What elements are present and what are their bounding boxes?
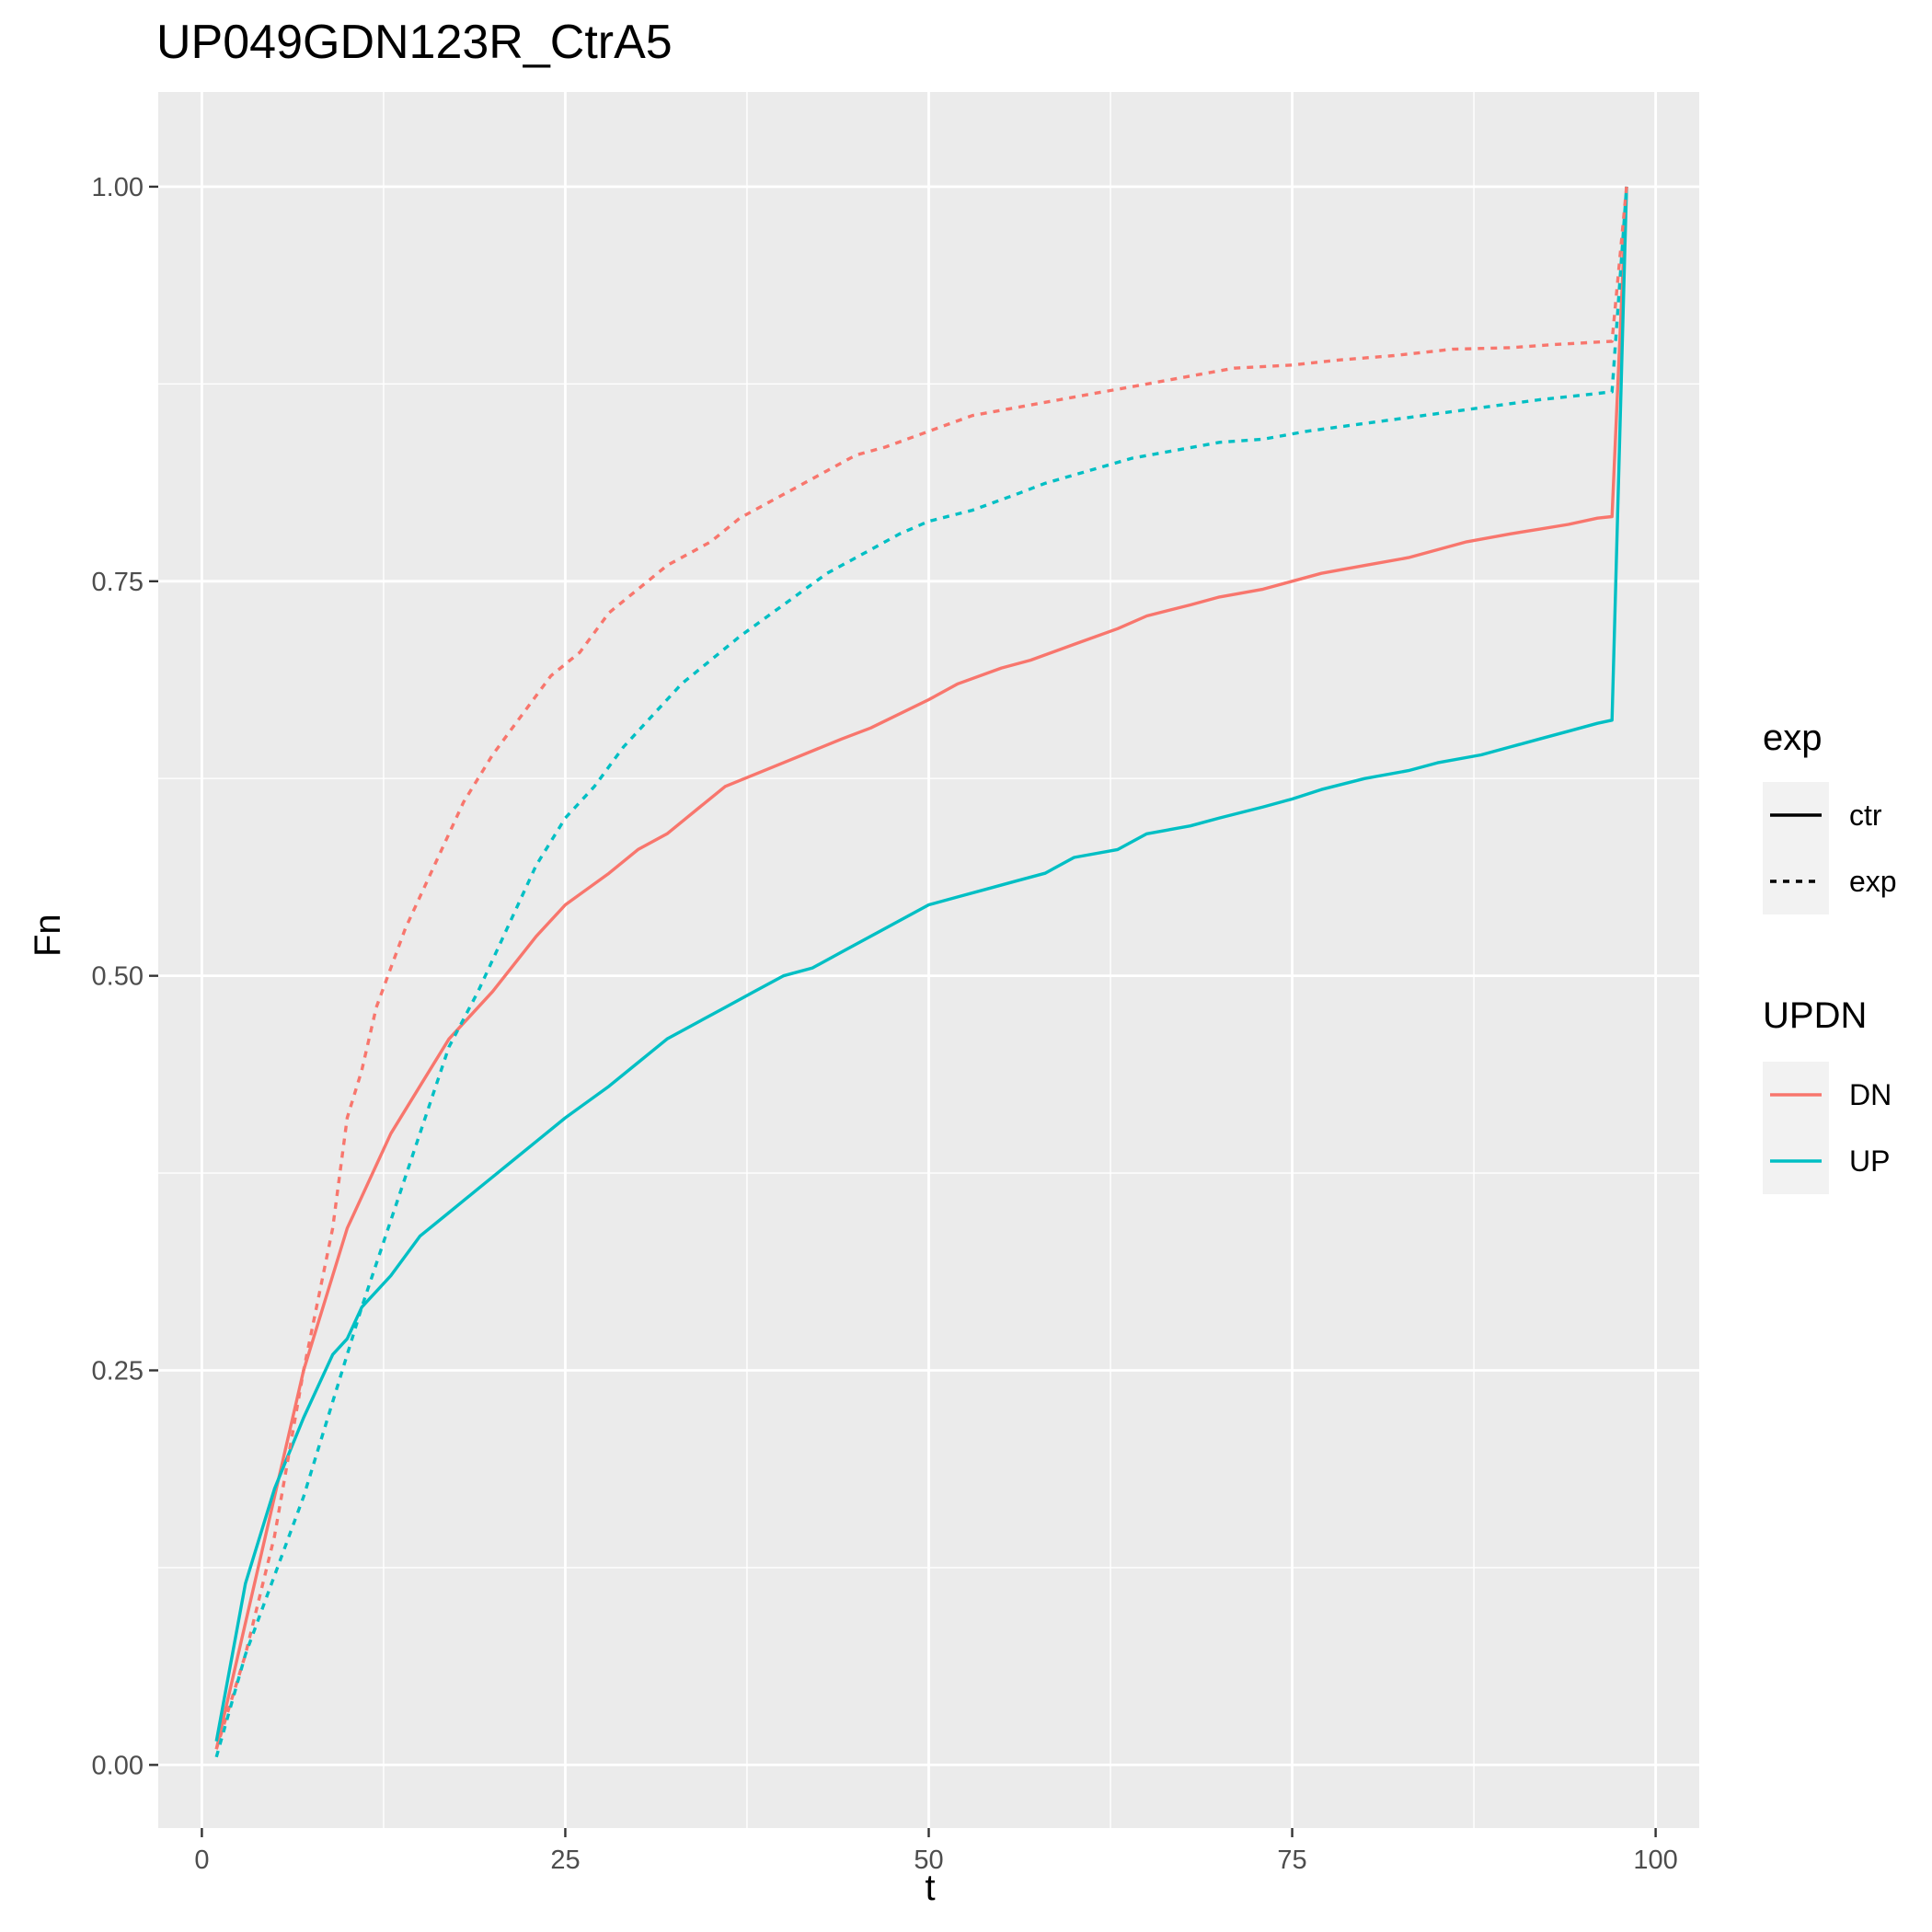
x-tick-label: 50 (914, 1846, 943, 1875)
x-tick-label: 75 (1277, 1846, 1306, 1875)
y-tick-label: 0.75 (92, 568, 144, 597)
x-tick-label: 100 (1633, 1846, 1677, 1875)
legend-layer (1763, 782, 1829, 1194)
series-line-dn-exp (214, 186, 1628, 1750)
y-axis-label: Fn (28, 914, 68, 957)
x-tick-label: 0 (194, 1846, 209, 1875)
major-gridlines (158, 92, 1699, 1828)
y-tick-label: 0.50 (92, 962, 144, 992)
y-tick-label: 0.00 (92, 1751, 144, 1780)
chart-title: UP049GDN123R_CtrA5 (156, 16, 673, 69)
y-tick-label: 0.25 (92, 1357, 144, 1386)
series-line-up-ctr (214, 186, 1628, 1742)
axis-ticks: 0 25 50 75 100 0.00 0.25 0.50 0.75 1.00 (92, 173, 1678, 1875)
y-tick-label: 1.00 (92, 173, 144, 202)
series-layer (214, 186, 1628, 1758)
legend-title-updn: UPDN (1763, 995, 1868, 1036)
legend-label-up: UP (1849, 1144, 1891, 1178)
legend-label-exp: exp (1849, 865, 1897, 898)
x-tick-label: 25 (550, 1846, 580, 1875)
legend-label-ctr: ctr (1849, 799, 1882, 832)
series-line-dn-ctr (214, 186, 1628, 1750)
legend-label-dn: DN (1849, 1078, 1892, 1111)
legend-title-exp: exp (1763, 718, 1823, 758)
series-line-up-exp (214, 186, 1628, 1758)
x-axis-label: t (925, 1868, 936, 1908)
